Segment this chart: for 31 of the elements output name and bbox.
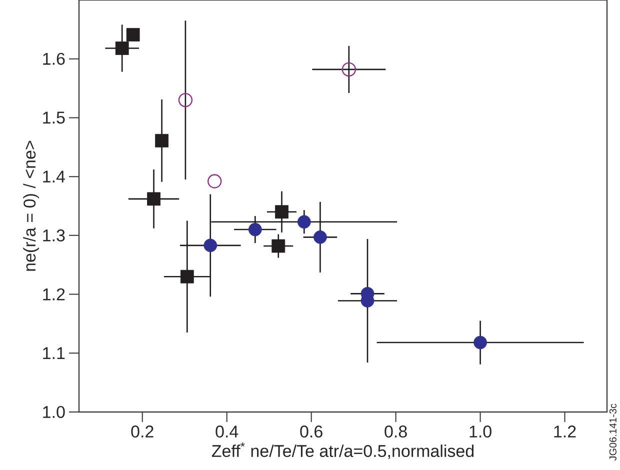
point: [342, 62, 356, 77]
point: [297, 215, 311, 229]
y-tick-label: 1.0: [43, 406, 65, 418]
y-tick-label: 1.3: [43, 229, 65, 242]
y-tick-label: 1.4: [43, 170, 65, 182]
point: [248, 222, 262, 236]
y-tick-label: 1.6: [43, 52, 65, 65]
point: [155, 134, 168, 148]
point: [208, 174, 222, 188]
point: [313, 230, 327, 244]
y-tick-label: 1.1: [43, 347, 65, 359]
point: [147, 192, 160, 206]
x-tick-label: 0.8: [384, 426, 407, 438]
point: [178, 92, 193, 108]
point: [275, 205, 288, 219]
point: [474, 336, 487, 350]
y-axis-title: ne(r/a = 0) / <ne>: [23, 140, 39, 271]
point: [115, 42, 129, 55]
x-tick-label: 1.0: [470, 426, 492, 438]
x-tick-label: 0.2: [131, 426, 154, 438]
point: [272, 239, 286, 253]
x-tick-label: 0.6: [300, 426, 322, 438]
y-tick-label: 1.5: [43, 112, 65, 124]
point: [126, 28, 140, 42]
x-tick-label: 0.4: [216, 426, 238, 438]
text: JG06.141-3c: [609, 404, 616, 461]
point: [180, 270, 194, 284]
x-tick-label: 1.2: [554, 426, 576, 438]
point: [204, 238, 218, 252]
y-tick-label: 1.2: [43, 288, 65, 300]
x-axis-title: Zeff$^{*}$ ne/Te/Te atr/a=0.5,normalised: [212, 442, 474, 460]
